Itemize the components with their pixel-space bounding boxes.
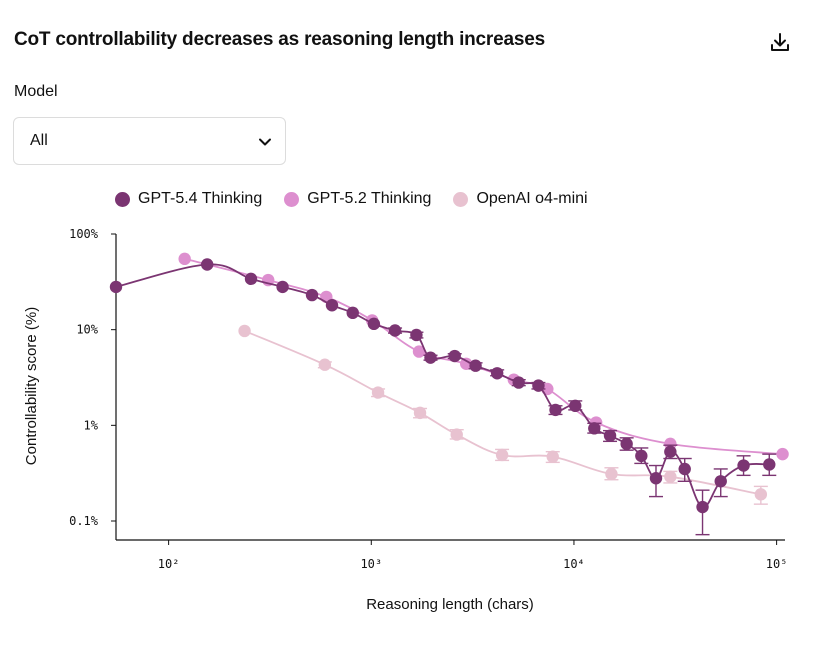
data-point (305, 288, 319, 302)
data-point (776, 447, 789, 461)
data-point (412, 345, 426, 358)
x-tick-label: 10³ (360, 557, 382, 571)
data-point (678, 462, 691, 476)
legend-item-gpt-5-2[interactable]: GPT-5.2 Thinking (284, 190, 431, 208)
model-select-value: All (30, 132, 48, 149)
data-point (238, 324, 251, 338)
data-point (450, 428, 463, 441)
data-point (635, 449, 648, 463)
data-point (388, 324, 402, 337)
data-point (696, 500, 709, 514)
data-point (460, 357, 473, 370)
y-tick-label: 1% (84, 418, 99, 432)
x-tick-label: 10⁴ (563, 557, 585, 571)
data-point (603, 429, 617, 442)
page-title: CoT controllability decreases as reasoni… (14, 29, 545, 50)
data-point (410, 328, 423, 342)
data-point (754, 488, 768, 501)
chart-series (109, 252, 789, 536)
x-tick-label: 10⁵ (766, 557, 788, 571)
data-point (318, 358, 332, 371)
legend-swatch (115, 191, 130, 207)
data-point (244, 272, 258, 286)
series-line (184, 257, 783, 455)
data-point (109, 280, 123, 294)
data-point (763, 458, 776, 471)
y-tick-label: 10% (76, 323, 98, 337)
data-point (620, 437, 633, 451)
data-point (346, 306, 359, 320)
series-line (244, 330, 761, 496)
data-point (178, 252, 191, 266)
legend-swatch (284, 191, 300, 207)
legend-label: OpenAI o4-mini (476, 190, 588, 207)
data-point (413, 406, 427, 420)
data-point (448, 349, 461, 363)
data-point (737, 459, 750, 472)
series-0 (109, 258, 777, 536)
data-point (664, 445, 677, 458)
data-point (532, 379, 545, 392)
data-point (569, 399, 582, 413)
data-point (367, 317, 381, 331)
legend-item-gpt-5-4[interactable]: GPT-5.4 Thinking (115, 190, 262, 208)
y-tick-label: 100% (69, 227, 99, 241)
chevron-down-icon (259, 138, 271, 146)
data-point (490, 367, 504, 380)
data-point (325, 299, 339, 312)
model-filter-label: Model (14, 83, 58, 100)
y-axis-label: Controllability score (%) (23, 307, 40, 465)
data-point (714, 475, 727, 488)
series-2 (238, 324, 768, 505)
data-point (588, 422, 601, 435)
download-icon[interactable] (768, 30, 792, 54)
legend-label: GPT-5.4 Thinking (138, 190, 263, 207)
data-point (276, 280, 289, 294)
chart-axes: 100% 10% 1% 0.1% 10² 10³ 10⁴ 10⁵ (69, 227, 787, 571)
data-point (512, 376, 525, 389)
chart-legend: GPT-5.4 Thinking GPT-5.2 Thinking OpenAI… (115, 190, 610, 208)
data-point (469, 359, 482, 372)
y-tick-label: 0.1% (69, 514, 99, 528)
model-select[interactable]: All (13, 117, 286, 165)
data-point (371, 386, 385, 399)
data-point (549, 403, 562, 417)
x-axis-label: Reasoning length (chars) (366, 596, 534, 613)
data-point (605, 467, 618, 481)
data-point (495, 448, 509, 462)
legend-swatch (453, 191, 469, 207)
data-point (664, 470, 677, 483)
legend-label: GPT-5.2 Thinking (307, 190, 432, 207)
legend-item-o4-mini[interactable]: OpenAI o4-mini (453, 190, 588, 208)
data-point (200, 258, 214, 271)
data-point (649, 472, 663, 485)
x-tick-label: 10² (158, 557, 180, 571)
data-point (424, 351, 437, 364)
data-point (546, 450, 559, 463)
